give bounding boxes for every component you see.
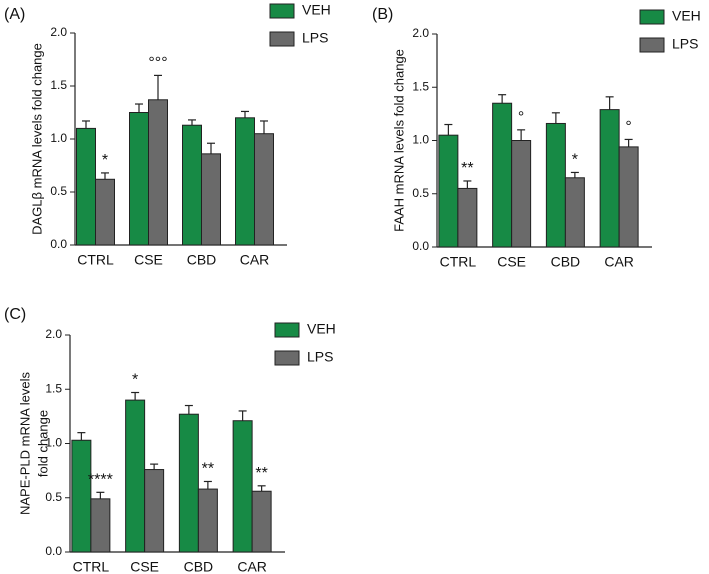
panel-label: (B)	[372, 6, 393, 23]
y-tick-label: 1.0	[50, 131, 67, 145]
bar	[182, 124, 202, 246]
bar	[457, 187, 478, 248]
y-axis-label: fold change	[35, 410, 50, 477]
y-tick-label: 0.0	[50, 237, 67, 251]
significance-mark: **	[202, 461, 214, 478]
legend-label: LPS	[672, 36, 698, 52]
y-tick-label: 1.0	[45, 436, 62, 450]
significance-mark: **	[255, 465, 267, 482]
x-tick-label: CTRL	[440, 254, 477, 270]
x-tick-label: CSE	[130, 559, 159, 574]
y-tick-label: 0.5	[45, 490, 62, 504]
panel-label: (A)	[4, 6, 25, 23]
x-tick-label: CTRL	[73, 559, 110, 574]
bar	[618, 146, 639, 248]
significance-mark: °°°	[148, 55, 167, 72]
significance-mark: *	[102, 152, 108, 169]
bar	[599, 109, 620, 248]
bar	[438, 134, 459, 248]
significance-mark: *	[572, 152, 578, 169]
bar	[511, 140, 532, 248]
x-tick-label: CBD	[551, 254, 581, 270]
legend-swatch	[269, 31, 295, 47]
bar	[492, 102, 513, 248]
y-tick-label: 2.0	[45, 327, 62, 341]
y-tick-label: 0.5	[412, 186, 429, 200]
legend-swatch	[274, 322, 300, 338]
y-axis-label: NAPE-PLD mRNA levels	[17, 371, 32, 515]
bar	[144, 469, 165, 553]
y-tick-label: 1.5	[412, 79, 429, 93]
significance-mark: *	[132, 372, 138, 389]
x-tick-label: CSE	[134, 252, 163, 268]
y-axis-label: DAGLβ mRNA levels fold change	[29, 43, 44, 235]
bar	[178, 413, 199, 553]
bar	[148, 99, 168, 246]
bar	[95, 178, 115, 246]
x-tick-label: CBD	[184, 559, 214, 574]
bar	[232, 420, 253, 553]
x-tick-label: CTRL	[77, 252, 114, 268]
significance-mark: ****	[88, 472, 113, 489]
bar	[71, 439, 92, 553]
legend-swatch	[639, 37, 665, 53]
y-tick-label: 1.0	[412, 133, 429, 147]
bar	[76, 127, 96, 246]
x-tick-label: CSE	[497, 254, 526, 270]
x-tick-label: CAR	[240, 252, 270, 268]
x-tick-label: CAR	[237, 559, 267, 574]
legend-swatch	[274, 350, 300, 366]
bar	[545, 122, 566, 248]
x-tick-label: CBD	[187, 252, 217, 268]
y-axis-label: FAAH mRNA levels fold change	[391, 49, 406, 232]
x-tick-label: CAR	[604, 254, 634, 270]
y-tick-label: 2.0	[50, 25, 67, 39]
significance-mark: °	[518, 109, 524, 126]
legend-label: VEH	[302, 2, 331, 18]
legend-swatch	[269, 3, 295, 19]
y-tick-label: 0.0	[412, 239, 429, 253]
legend-label: LPS	[302, 30, 328, 46]
legend-swatch	[639, 9, 665, 25]
bar	[235, 117, 255, 246]
y-tick-label: 2.0	[412, 26, 429, 40]
bar	[90, 498, 111, 553]
panel-label: (C)	[4, 306, 26, 323]
bar	[129, 112, 149, 246]
y-tick-label: 0.0	[45, 544, 62, 558]
legend-label: LPS	[307, 349, 333, 365]
bar	[251, 490, 272, 553]
bar	[564, 177, 585, 248]
bar	[125, 399, 146, 553]
legend-label: VEH	[307, 321, 336, 337]
y-tick-label: 1.5	[50, 78, 67, 92]
bar	[197, 488, 218, 553]
legend-label: VEH	[672, 8, 701, 24]
bar	[254, 133, 274, 246]
y-tick-label: 1.5	[45, 381, 62, 395]
significance-mark: **	[461, 160, 473, 177]
y-tick-label: 0.5	[50, 184, 67, 198]
bar	[201, 153, 221, 246]
significance-mark: °	[625, 119, 631, 136]
